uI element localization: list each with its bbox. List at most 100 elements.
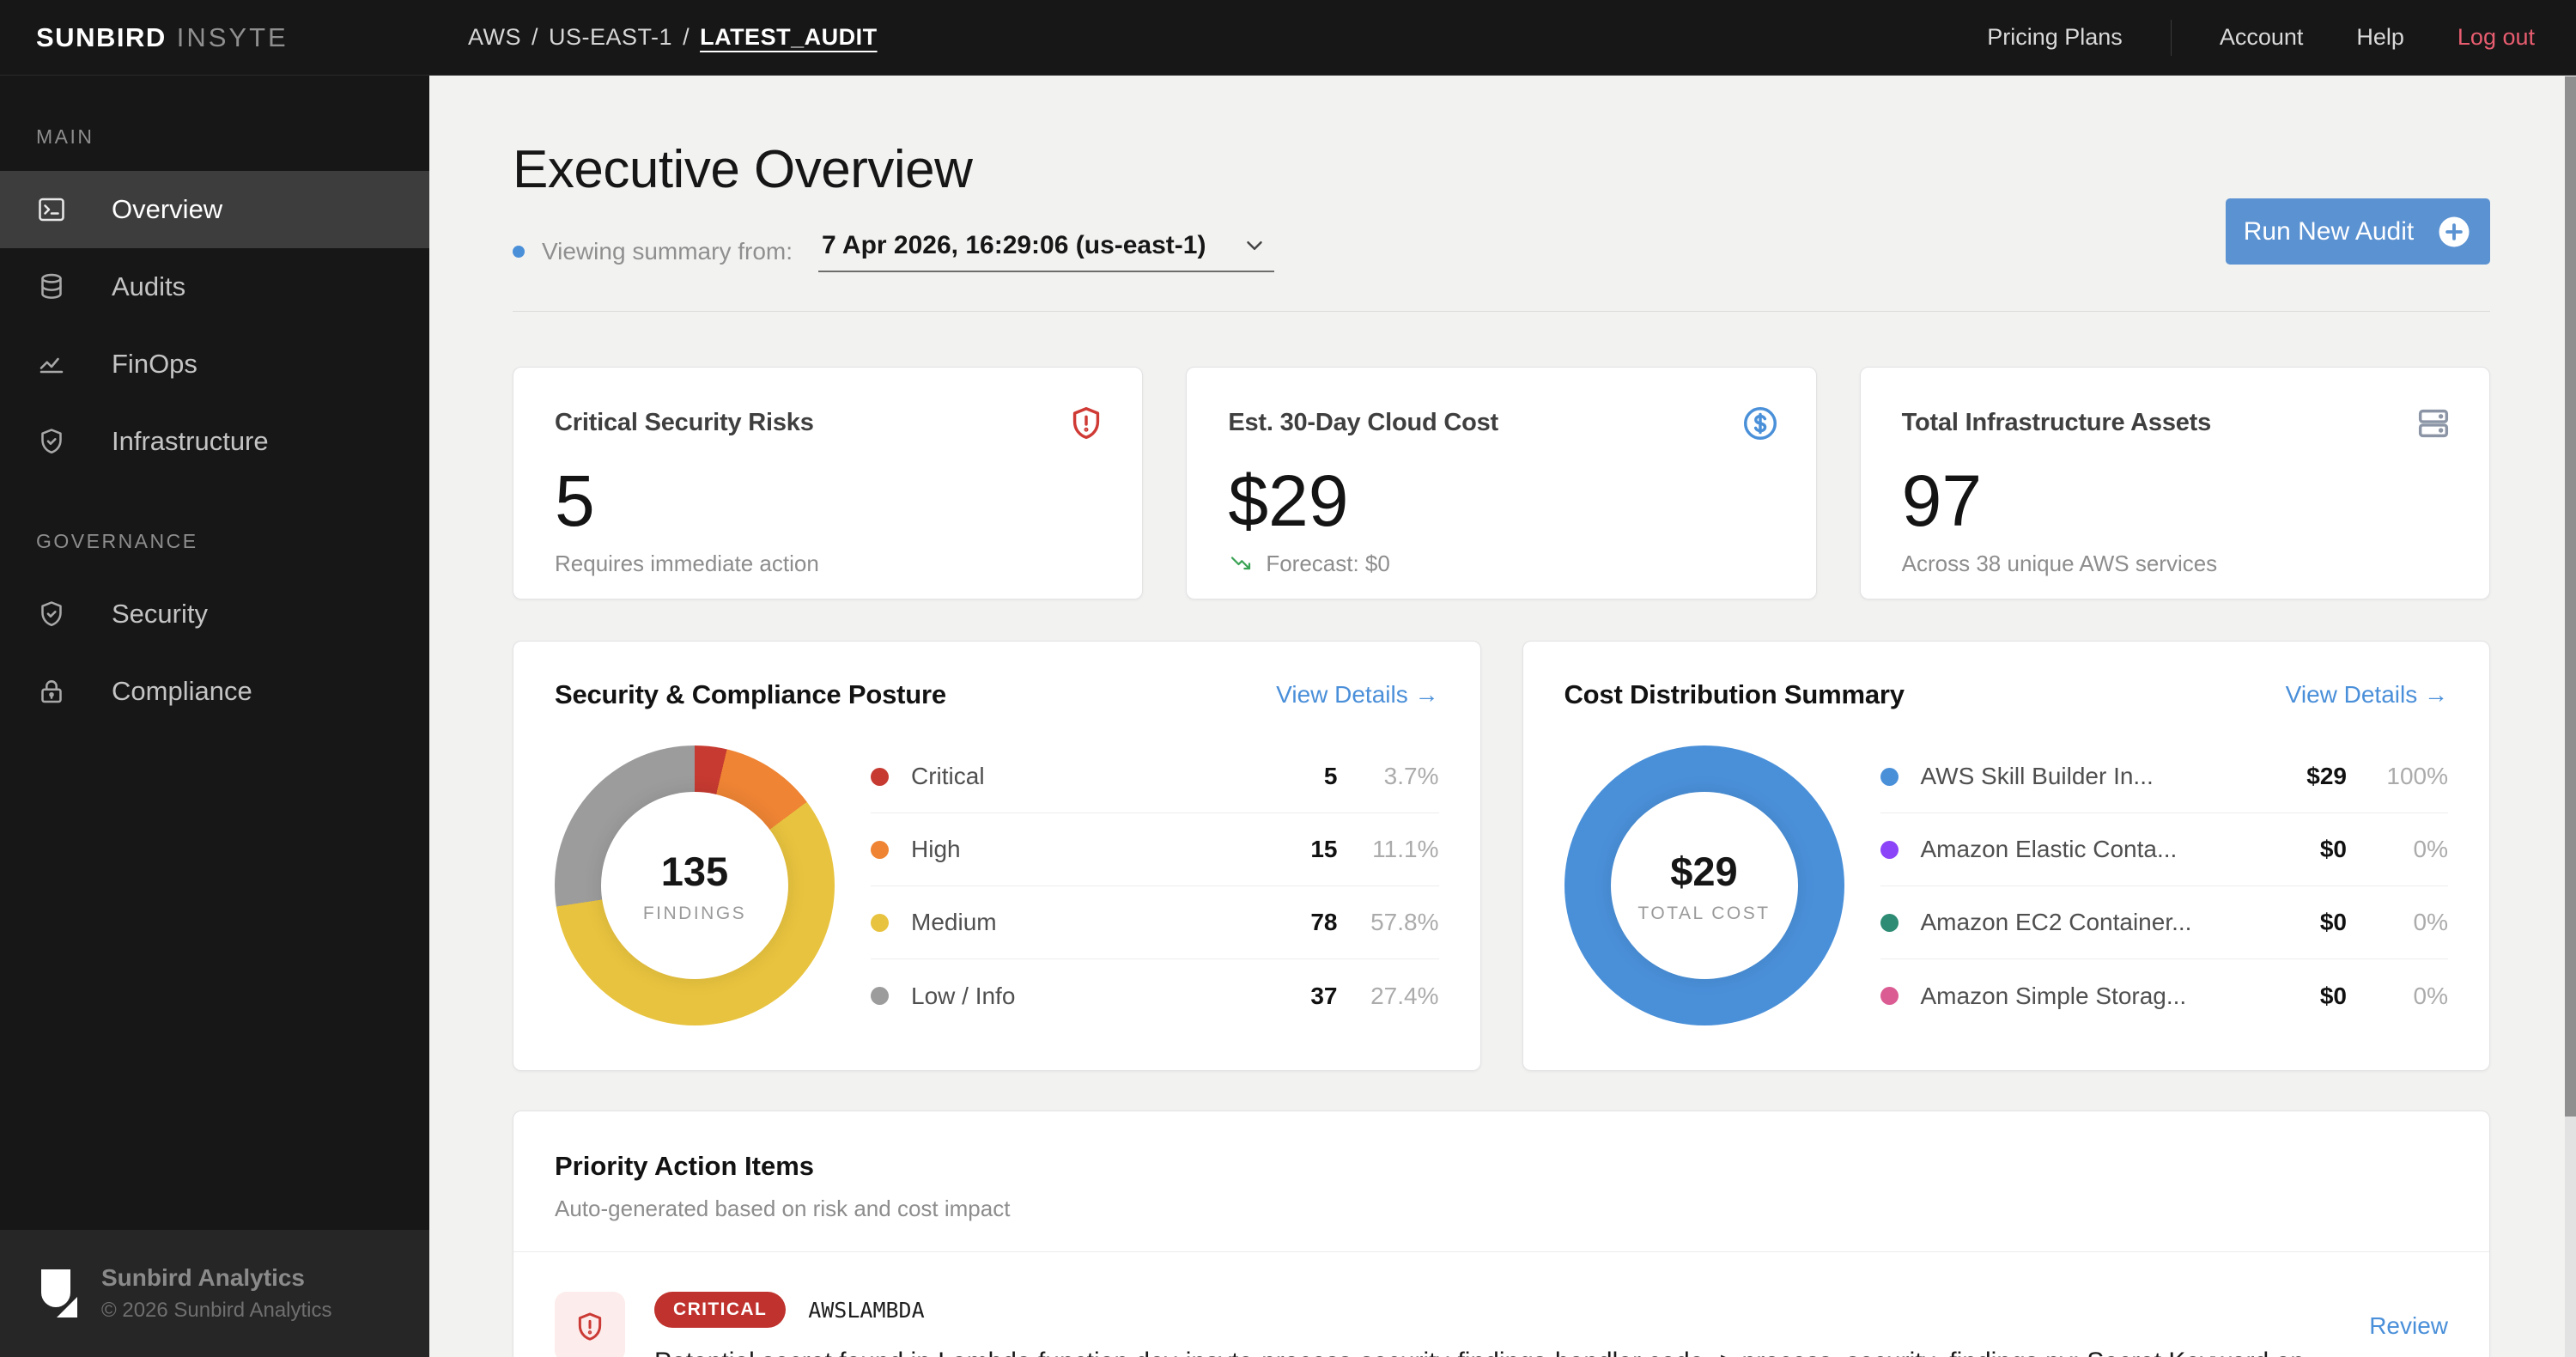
main-content: Executive Overview Viewing summary from:… (429, 76, 2576, 1357)
donut-center-label: TOTAL COST (1637, 904, 1770, 924)
legend-dot (871, 768, 889, 786)
audit-date-value: 7 Apr 2026, 16:29:06 (us-east-1) (822, 231, 1206, 260)
panel-title: Security & Compliance Posture (555, 679, 946, 710)
shield-check-icon (36, 426, 67, 457)
server-icon (2414, 404, 2453, 443)
legend-row: Medium 78 57.8% (871, 886, 1439, 959)
cost-distribution-panel: Cost Distribution Summary View Details →… (1522, 641, 2491, 1071)
top-nav: Pricing Plans Account Help Log out (1987, 20, 2576, 56)
legend-row: Amazon Elastic Conta... $0 0% (1880, 813, 2449, 886)
nav-divider (2171, 20, 2172, 56)
breadcrumb-separator: / (532, 24, 538, 51)
card-value: 97 (1902, 465, 2448, 537)
sidebar-item-overview[interactable]: Overview (0, 171, 429, 248)
breadcrumb-separator: / (683, 24, 690, 51)
legend-row: Amazon EC2 Container... $0 0% (1880, 886, 2449, 959)
shield-alert-icon (573, 1310, 607, 1344)
run-new-audit-button[interactable]: Run New Audit (2226, 198, 2490, 265)
database-icon (36, 271, 67, 302)
plus-circle-icon (2436, 214, 2472, 250)
legend-dot (1880, 841, 1899, 859)
viewing-summary-row: Viewing summary from: 7 Apr 2026, 16:29:… (513, 232, 2490, 271)
viewing-summary-label: Viewing summary from: (542, 238, 793, 265)
findings-donut-chart: 135 FINDINGS (555, 745, 835, 1025)
sidebar-section-governance-label: GOVERNANCE (36, 530, 429, 553)
help-link[interactable]: Help (2356, 24, 2404, 51)
sidebar-item-compliance[interactable]: Compliance (0, 653, 429, 730)
sidebar: MAIN Overview Audits FinOps Infrastructu… (0, 76, 429, 1357)
infrastructure-assets-card: Total Infrastructure Assets 97 Across 38… (1860, 367, 2490, 599)
footer-company-name: Sunbird Analytics (101, 1264, 332, 1292)
top-bar: SUNBIRD INSYTE AWS / US-EAST-1 / LATEST_… (0, 0, 2576, 76)
cloud-cost-card: Est. 30-Day Cloud Cost $29 Forecast: $0 (1186, 367, 1816, 599)
card-value: 5 (555, 465, 1101, 537)
sidebar-item-label: Compliance (112, 676, 252, 707)
priority-item: CRITICAL AWSLAMBDA Potential secret foun… (513, 1252, 2489, 1357)
scrollbar-thumb[interactable] (2565, 76, 2576, 1117)
card-subtext: Requires immediate action (555, 551, 1101, 577)
sidebar-item-label: Security (112, 599, 208, 630)
legend-row: Low / Info 37 27.4% (871, 959, 1439, 1032)
logout-link[interactable]: Log out (2458, 24, 2535, 51)
app: SUNBIRD INSYTE AWS / US-EAST-1 / LATEST_… (0, 0, 2576, 1357)
findings-legend: Critical 5 3.7% High 15 11.1% (871, 740, 1439, 1032)
view-details-link[interactable]: View Details → (1276, 681, 1438, 709)
card-subtext: Forecast: $0 (1228, 551, 1774, 577)
vertical-scrollbar[interactable] (2565, 76, 2576, 1357)
chart-panels-row: Security & Compliance Posture View Detai… (513, 641, 2490, 1071)
shell: MAIN Overview Audits FinOps Infrastructu… (0, 76, 2576, 1357)
cost-legend: AWS Skill Builder In... $29 100% Amazon … (1880, 740, 2449, 1032)
account-link[interactable]: Account (2220, 24, 2304, 51)
chevron-down-icon (1242, 233, 1267, 259)
sidebar-item-finops[interactable]: FinOps (0, 326, 429, 403)
legend-dot (871, 841, 889, 859)
sidebar-item-label: Audits (112, 271, 185, 302)
donut-center-value: 135 (661, 848, 728, 895)
legend-dot (1880, 914, 1899, 932)
trending-down-icon (1228, 551, 1254, 577)
lock-icon (36, 676, 67, 707)
severity-badge: CRITICAL (654, 1292, 786, 1328)
page-title: Executive Overview (513, 142, 2490, 198)
breadcrumb-provider: AWS (468, 24, 521, 51)
shield-alert-icon (1066, 404, 1106, 443)
service-label: AWSLAMBDA (808, 1298, 924, 1323)
card-title: Critical Security Risks (555, 409, 1101, 437)
sidebar-section-main-label: MAIN (36, 125, 429, 149)
sidebar-item-label: Overview (112, 194, 222, 225)
review-link[interactable]: Review (2369, 1312, 2448, 1340)
header-divider (513, 311, 2490, 312)
stat-cards-row: Critical Security Risks 5 Requires immed… (513, 367, 2490, 599)
legend-row: Critical 5 3.7% (871, 740, 1439, 813)
legend-row: Amazon Simple Storag... $0 0% (1880, 959, 2449, 1032)
brand-name: SUNBIRD (36, 22, 167, 53)
brand-logo: SUNBIRD INSYTE (0, 22, 429, 53)
legend-dot (1880, 987, 1899, 1005)
sidebar-item-label: FinOps (112, 349, 197, 380)
sidebar-item-infrastructure[interactable]: Infrastructure (0, 403, 429, 480)
legend-dot (871, 914, 889, 932)
sidebar-footer: Sunbird Analytics © 2026 Sunbird Analyti… (0, 1230, 429, 1357)
pricing-plans-link[interactable]: Pricing Plans (1987, 24, 2123, 51)
donut-center-label: FINDINGS (643, 904, 746, 924)
legend-dot (1880, 768, 1899, 786)
security-posture-panel: Security & Compliance Posture View Detai… (513, 641, 1481, 1071)
footer-copyright: © 2026 Sunbird Analytics (101, 1299, 332, 1323)
view-details-link[interactable]: View Details → (2286, 681, 2448, 709)
priority-action-items-panel: Priority Action Items Auto-generated bas… (513, 1111, 2490, 1357)
sidebar-item-security[interactable]: Security (0, 575, 429, 653)
priority-title: Priority Action Items (555, 1151, 2448, 1182)
sidebar-item-audits[interactable]: Audits (0, 248, 429, 326)
audit-date-dropdown[interactable]: 7 Apr 2026, 16:29:06 (us-east-1) (818, 231, 1274, 272)
card-title: Est. 30-Day Cloud Cost (1228, 409, 1774, 437)
company-logo (41, 1269, 77, 1317)
sidebar-item-label: Infrastructure (112, 426, 269, 457)
finding-description: Potential secret found in Lambda functio… (654, 1345, 2335, 1357)
terminal-icon (36, 194, 67, 225)
breadcrumb-latest-audit-link[interactable]: LATEST_AUDIT (700, 24, 878, 51)
card-title: Total Infrastructure Assets (1902, 409, 2448, 437)
priority-subtitle: Auto-generated based on risk and cost im… (555, 1196, 2448, 1222)
critical-security-risks-card: Critical Security Risks 5 Requires immed… (513, 367, 1143, 599)
legend-dot (871, 987, 889, 1005)
severity-icon-box (555, 1292, 625, 1357)
